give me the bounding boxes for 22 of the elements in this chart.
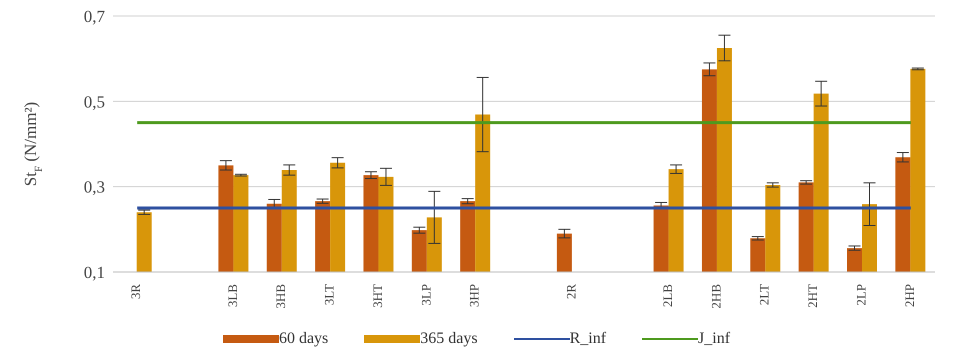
x-tick-label: 2R <box>563 284 578 300</box>
legend-label: R_inf <box>570 330 606 348</box>
x-tick-label: 2LT <box>756 284 772 306</box>
y-tick-label: 0,5 <box>84 92 105 112</box>
legend-label: 60 days <box>278 330 328 348</box>
x-tick-label: 2HP <box>902 284 917 308</box>
x-tick-label: 3LB <box>224 284 240 308</box>
x-tick-label: 2LP <box>853 284 868 306</box>
x-tick-label: 2HB <box>708 284 724 309</box>
y-tick-label: 0,7 <box>84 7 106 26</box>
x-tick-label: 3R <box>128 284 144 300</box>
x-tick-label: 3HT <box>370 284 385 308</box>
x-tick-label: 3LT <box>322 284 337 306</box>
x-tick-label: 2LB <box>660 284 676 308</box>
x-tick-label: 3HP <box>466 284 482 308</box>
x-tick-label: 3HB <box>273 284 288 309</box>
x-tick-label: 2HT <box>805 284 820 308</box>
legend-label: 365 days <box>420 330 478 348</box>
legend-label: J_inf <box>698 330 730 348</box>
y-tick-label: 0,3 <box>84 178 105 197</box>
y-tick-label: 0,1 <box>84 263 105 282</box>
x-tick-label: 3LP <box>418 284 434 306</box>
